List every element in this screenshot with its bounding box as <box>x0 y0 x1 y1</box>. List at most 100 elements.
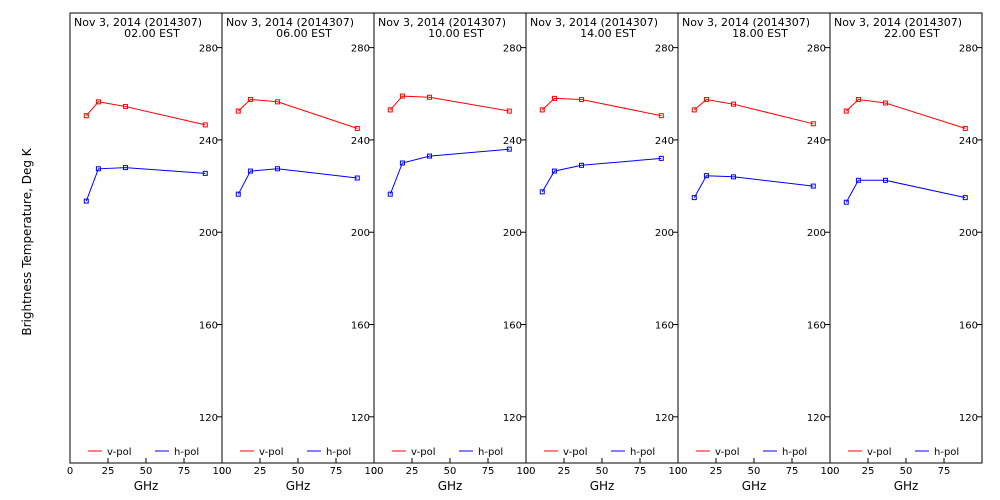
x-tick-label: 25 <box>862 466 875 477</box>
data-point-v-pol <box>882 100 888 106</box>
data-point-h-pol <box>426 153 432 159</box>
y-tick-label: 200 <box>503 228 522 239</box>
y-tick-label: 120 <box>807 413 826 424</box>
panel-date: Nov 3, 2014 (2014307) <box>378 16 506 29</box>
panels: Nov 3, 2014 (2014307)02.00 EST1201602002… <box>67 12 983 493</box>
panel-date: Nov 3, 2014 (2014307) <box>226 16 354 29</box>
series-line-v-pol <box>845 98 966 129</box>
series-line-h-pol <box>693 175 814 198</box>
y-tick-label: 120 <box>199 413 218 424</box>
legend-label-v-pol: v-pol <box>107 447 132 458</box>
x-tick-label: 75 <box>330 466 343 477</box>
panel-1: Nov 3, 2014 (2014307)02.00 EST 120 160 200 2… <box>67 12 232 493</box>
data-point-v-pol <box>274 99 280 105</box>
x-tick-label: 50 <box>444 466 457 477</box>
y-tick-label: 160 <box>351 321 370 332</box>
legend-label-h-pol: h-pol <box>478 447 503 458</box>
x-axis-label: GHz <box>742 479 767 493</box>
y-tick-label: 160 <box>503 321 522 332</box>
data-point-h-pol <box>539 189 545 195</box>
x-tick-label: 0 <box>371 466 377 477</box>
x-tick-label: 100 <box>364 466 383 477</box>
y-tick-label: 120 <box>351 413 370 424</box>
data-point-v-pol <box>539 107 545 113</box>
y-tick-label: 200 <box>959 228 978 239</box>
data-point-v-pol <box>247 97 253 103</box>
y-axis-label: Brightness Temperature, Deg K <box>20 147 34 335</box>
data-point-h-pol <box>354 175 360 181</box>
series-line-v-pol <box>693 98 814 125</box>
data-point-v-pol <box>962 125 968 131</box>
y-tick-label: 160 <box>807 321 826 332</box>
legend-label-h-pol: h-pol <box>326 447 351 458</box>
x-tick-label: 0 <box>523 466 529 477</box>
panel-date: Nov 3, 2014 (2014307) <box>682 16 810 29</box>
data-point-h-pol <box>95 166 101 172</box>
data-point-v-pol <box>855 97 861 103</box>
y-tick-label: 160 <box>959 321 978 332</box>
data-point-v-pol <box>122 103 128 109</box>
x-tick-label: 50 <box>748 466 761 477</box>
data-point-h-pol <box>506 146 512 152</box>
legend-label-h-pol: h-pol <box>934 447 959 458</box>
panel-date: Nov 3, 2014 (2014307) <box>530 16 658 29</box>
y-tick-label: 280 <box>655 44 674 55</box>
x-tick-label: 25 <box>102 466 115 477</box>
data-point-h-pol <box>83 198 89 204</box>
data-point-h-pol <box>730 174 736 180</box>
data-point-h-pol <box>810 183 816 189</box>
data-point-v-pol <box>658 113 664 119</box>
data-point-v-pol <box>703 97 709 103</box>
data-point-v-pol <box>95 99 101 105</box>
x-tick-label: 75 <box>178 466 191 477</box>
panel-time: 10.00 EST <box>428 27 484 40</box>
legend-label-v-pol: v-pol <box>563 447 588 458</box>
x-axis-label: GHz <box>134 479 159 493</box>
data-point-h-pol <box>247 168 253 174</box>
x-tick-label: 50 <box>292 466 305 477</box>
x-tick-label: 75 <box>938 466 951 477</box>
y-tick-label: 160 <box>199 321 218 332</box>
legend-label-v-pol: v-pol <box>715 447 740 458</box>
panel-date: Nov 3, 2014 (2014307) <box>834 16 962 29</box>
x-axis-label: GHz <box>438 479 463 493</box>
data-point-h-pol <box>274 166 280 172</box>
data-point-h-pol <box>235 191 241 197</box>
data-point-v-pol <box>506 108 512 114</box>
legend-label-h-pol: h-pol <box>630 447 655 458</box>
data-point-h-pol <box>658 155 664 161</box>
data-point-v-pol <box>202 122 208 128</box>
y-tick-label: 240 <box>199 136 218 147</box>
x-tick-label: 0 <box>675 466 681 477</box>
data-point-v-pol <box>387 107 393 113</box>
series-line-h-pol <box>237 168 358 195</box>
data-point-v-pol <box>578 97 584 103</box>
x-tick-label: 100 <box>668 466 687 477</box>
data-point-v-pol <box>730 101 736 107</box>
data-point-h-pol <box>962 195 968 201</box>
y-tick-label: 240 <box>655 136 674 147</box>
y-tick-label: 120 <box>503 413 522 424</box>
x-tick-label: 100 <box>212 466 231 477</box>
data-point-h-pol <box>399 160 405 166</box>
legend-label-h-pol: h-pol <box>782 447 807 458</box>
panel-2: Nov 3, 2014 (2014307)06.00 EST 120 160 200 2… <box>219 12 384 493</box>
data-point-v-pol <box>426 94 432 100</box>
series-line-v-pol <box>541 97 662 117</box>
x-tick-label: 50 <box>900 466 913 477</box>
y-tick-label: 200 <box>351 228 370 239</box>
x-tick-label: 0 <box>67 466 73 477</box>
data-point-h-pol <box>387 191 393 197</box>
data-point-v-pol <box>551 95 557 101</box>
data-point-h-pol <box>122 165 128 171</box>
data-point-h-pol <box>703 173 709 179</box>
panel-4: Nov 3, 2014 (2014307)14.00 EST 120 160 200 2… <box>523 12 688 493</box>
data-point-h-pol <box>202 170 208 176</box>
x-tick-label: 100 <box>820 466 839 477</box>
series-line-v-pol <box>85 101 206 126</box>
data-point-h-pol <box>551 168 557 174</box>
y-tick-label: 240 <box>959 136 978 147</box>
y-tick-label: 280 <box>807 44 826 55</box>
data-point-v-pol <box>399 93 405 99</box>
